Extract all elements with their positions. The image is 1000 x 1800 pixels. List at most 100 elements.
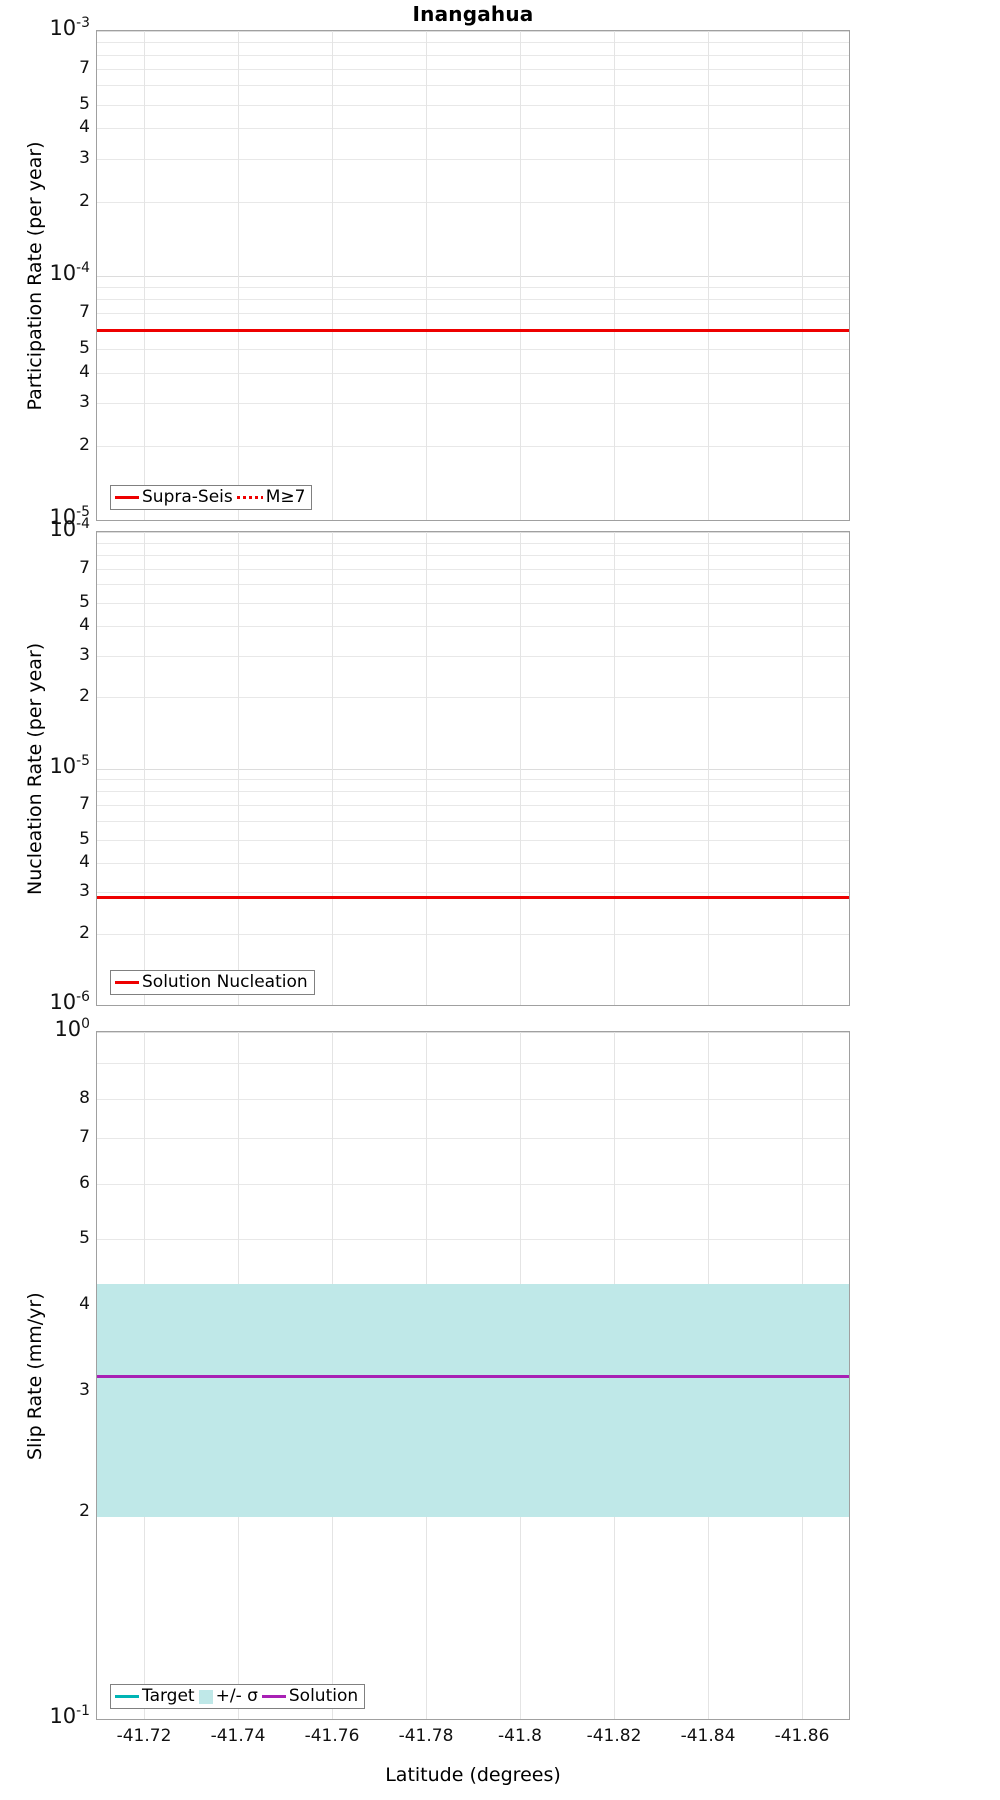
y-tick-label: 7 [79,1127,90,1148]
legend-participation[interactable]: Supra-Seis M≥7 [110,485,313,510]
gridline-vertical [426,532,427,1005]
gridline-horizontal [97,372,849,374]
gridline-horizontal [97,128,849,130]
gridline-horizontal [97,299,849,301]
gridline-horizontal [97,1098,849,1100]
legend-label: Solution [288,1686,359,1706]
y-tick-label: 10-4 [49,517,90,541]
y-tick-label: 4 [79,615,90,636]
y-tick-exponent: -5 [76,752,90,769]
gridline-horizontal [97,554,849,556]
y-tick-label: 7 [79,302,90,323]
gridline-horizontal [97,68,849,70]
patch-cyan-icon [198,1689,213,1704]
y-tick-mantissa: 10 [54,1017,82,1041]
gridline-horizontal [97,542,849,544]
y-tick-label: 2 [79,435,90,456]
gridline-horizontal [97,201,849,203]
gridline-horizontal [97,446,849,448]
y-tick-label: 4 [79,117,90,138]
y-tick-exponent: -1 [76,1703,90,1719]
gridline-horizontal [97,839,849,841]
line-magenta-icon [261,1695,286,1698]
gridline-horizontal [97,779,849,781]
gridline-horizontal [97,520,849,521]
y-tick-label: 4 [79,851,90,872]
legend-entry[interactable]: M≥7 [236,489,305,506]
line-solid-red-icon [115,981,139,984]
gridline-vertical [802,31,803,520]
gridline-horizontal [97,158,849,160]
y-tick-exponent: -5 [76,504,90,520]
legend-entry[interactable]: +/- σ [198,1686,258,1706]
gridline-vertical [614,532,615,1005]
y-tick-label: 5 [79,592,90,613]
legend-label: Solution Nucleation [142,972,308,992]
panel-participation-rate [96,30,850,521]
y-tick-label: 10-4 [49,260,90,285]
x-tick-label: -41.78 [398,1726,454,1746]
legend-entry[interactable]: Target [115,1688,195,1705]
legend-slip-rate[interactable]: Target +/- σ Solution [110,1684,366,1709]
figure-title: Inangahua [412,2,534,26]
line-teal-icon [115,1695,139,1698]
legend-entry[interactable]: Solution Nucleation [115,974,308,991]
y-tick-exponent: -6 [76,989,90,1005]
y-tick-label: 10-5 [49,504,90,529]
gridline-vertical [614,31,615,520]
y-tick-label: 10-3 [49,15,90,39]
gridline-horizontal [97,603,849,605]
panel-nucleation-rate [96,531,850,1006]
y-tick-mantissa: 10 [49,505,77,529]
y-tick-mantissa: 10 [49,517,77,541]
y-tick-label: 7 [79,794,90,815]
x-tick-label: -41.74 [210,1726,266,1746]
gridline-horizontal [97,820,849,822]
y-tick-label: 10-1 [49,1703,90,1727]
gridline-horizontal [97,1138,849,1140]
gridline-vertical [426,31,427,520]
gridline-horizontal [97,805,849,807]
y-tick-mantissa: 10 [49,260,77,285]
legend-entry[interactable]: Solution [261,1686,359,1706]
x-tick-label: -41.86 [774,1726,830,1746]
legend-entry[interactable]: Supra-Seis [115,489,233,506]
gridline-vertical [238,532,239,1005]
y-tick-label: 2 [79,686,90,707]
y-tick-exponent: 0 [81,1016,90,1032]
line-solid-red-icon [115,496,139,499]
gridline-horizontal [97,626,849,628]
gridline-horizontal [97,697,849,699]
gridline-vertical [332,31,333,520]
line-dotted-red-icon [236,496,263,499]
legend-nucleation[interactable]: Solution Nucleation [110,970,315,995]
gridline-vertical [520,532,521,1005]
legend-label: Target [142,1686,195,1706]
y-tick-label: 2 [79,922,90,943]
gridline-horizontal [97,1032,849,1033]
gridline-horizontal [97,54,849,56]
gridline-horizontal [97,275,849,277]
data-line-solution-nucleation [97,895,849,899]
y-tick-label: 5 [79,1227,90,1248]
legend-label: +/- σ [215,1686,258,1706]
gridline-horizontal [97,532,849,533]
gridline-horizontal [97,403,849,405]
gridline-horizontal [97,313,849,315]
gridline-horizontal [97,791,849,793]
gridline-horizontal [97,349,849,351]
y-tick-exponent: -3 [76,15,90,31]
y-tick-mantissa: 10 [49,753,77,778]
y-axis-label-nucleation: Nucleation Rate (per year) [24,642,46,895]
x-tick-label: -41.82 [586,1726,642,1746]
y-tick-label: 5 [79,828,90,849]
gridline-horizontal [97,286,849,288]
gridline-horizontal [97,104,849,106]
gridline-vertical [708,532,709,1005]
gridline-horizontal [97,862,849,864]
gridline-horizontal [97,933,849,935]
gridline-horizontal [97,85,849,87]
y-tick-label: 10-5 [49,752,90,778]
plot-area-slip-rate [97,1032,849,1719]
